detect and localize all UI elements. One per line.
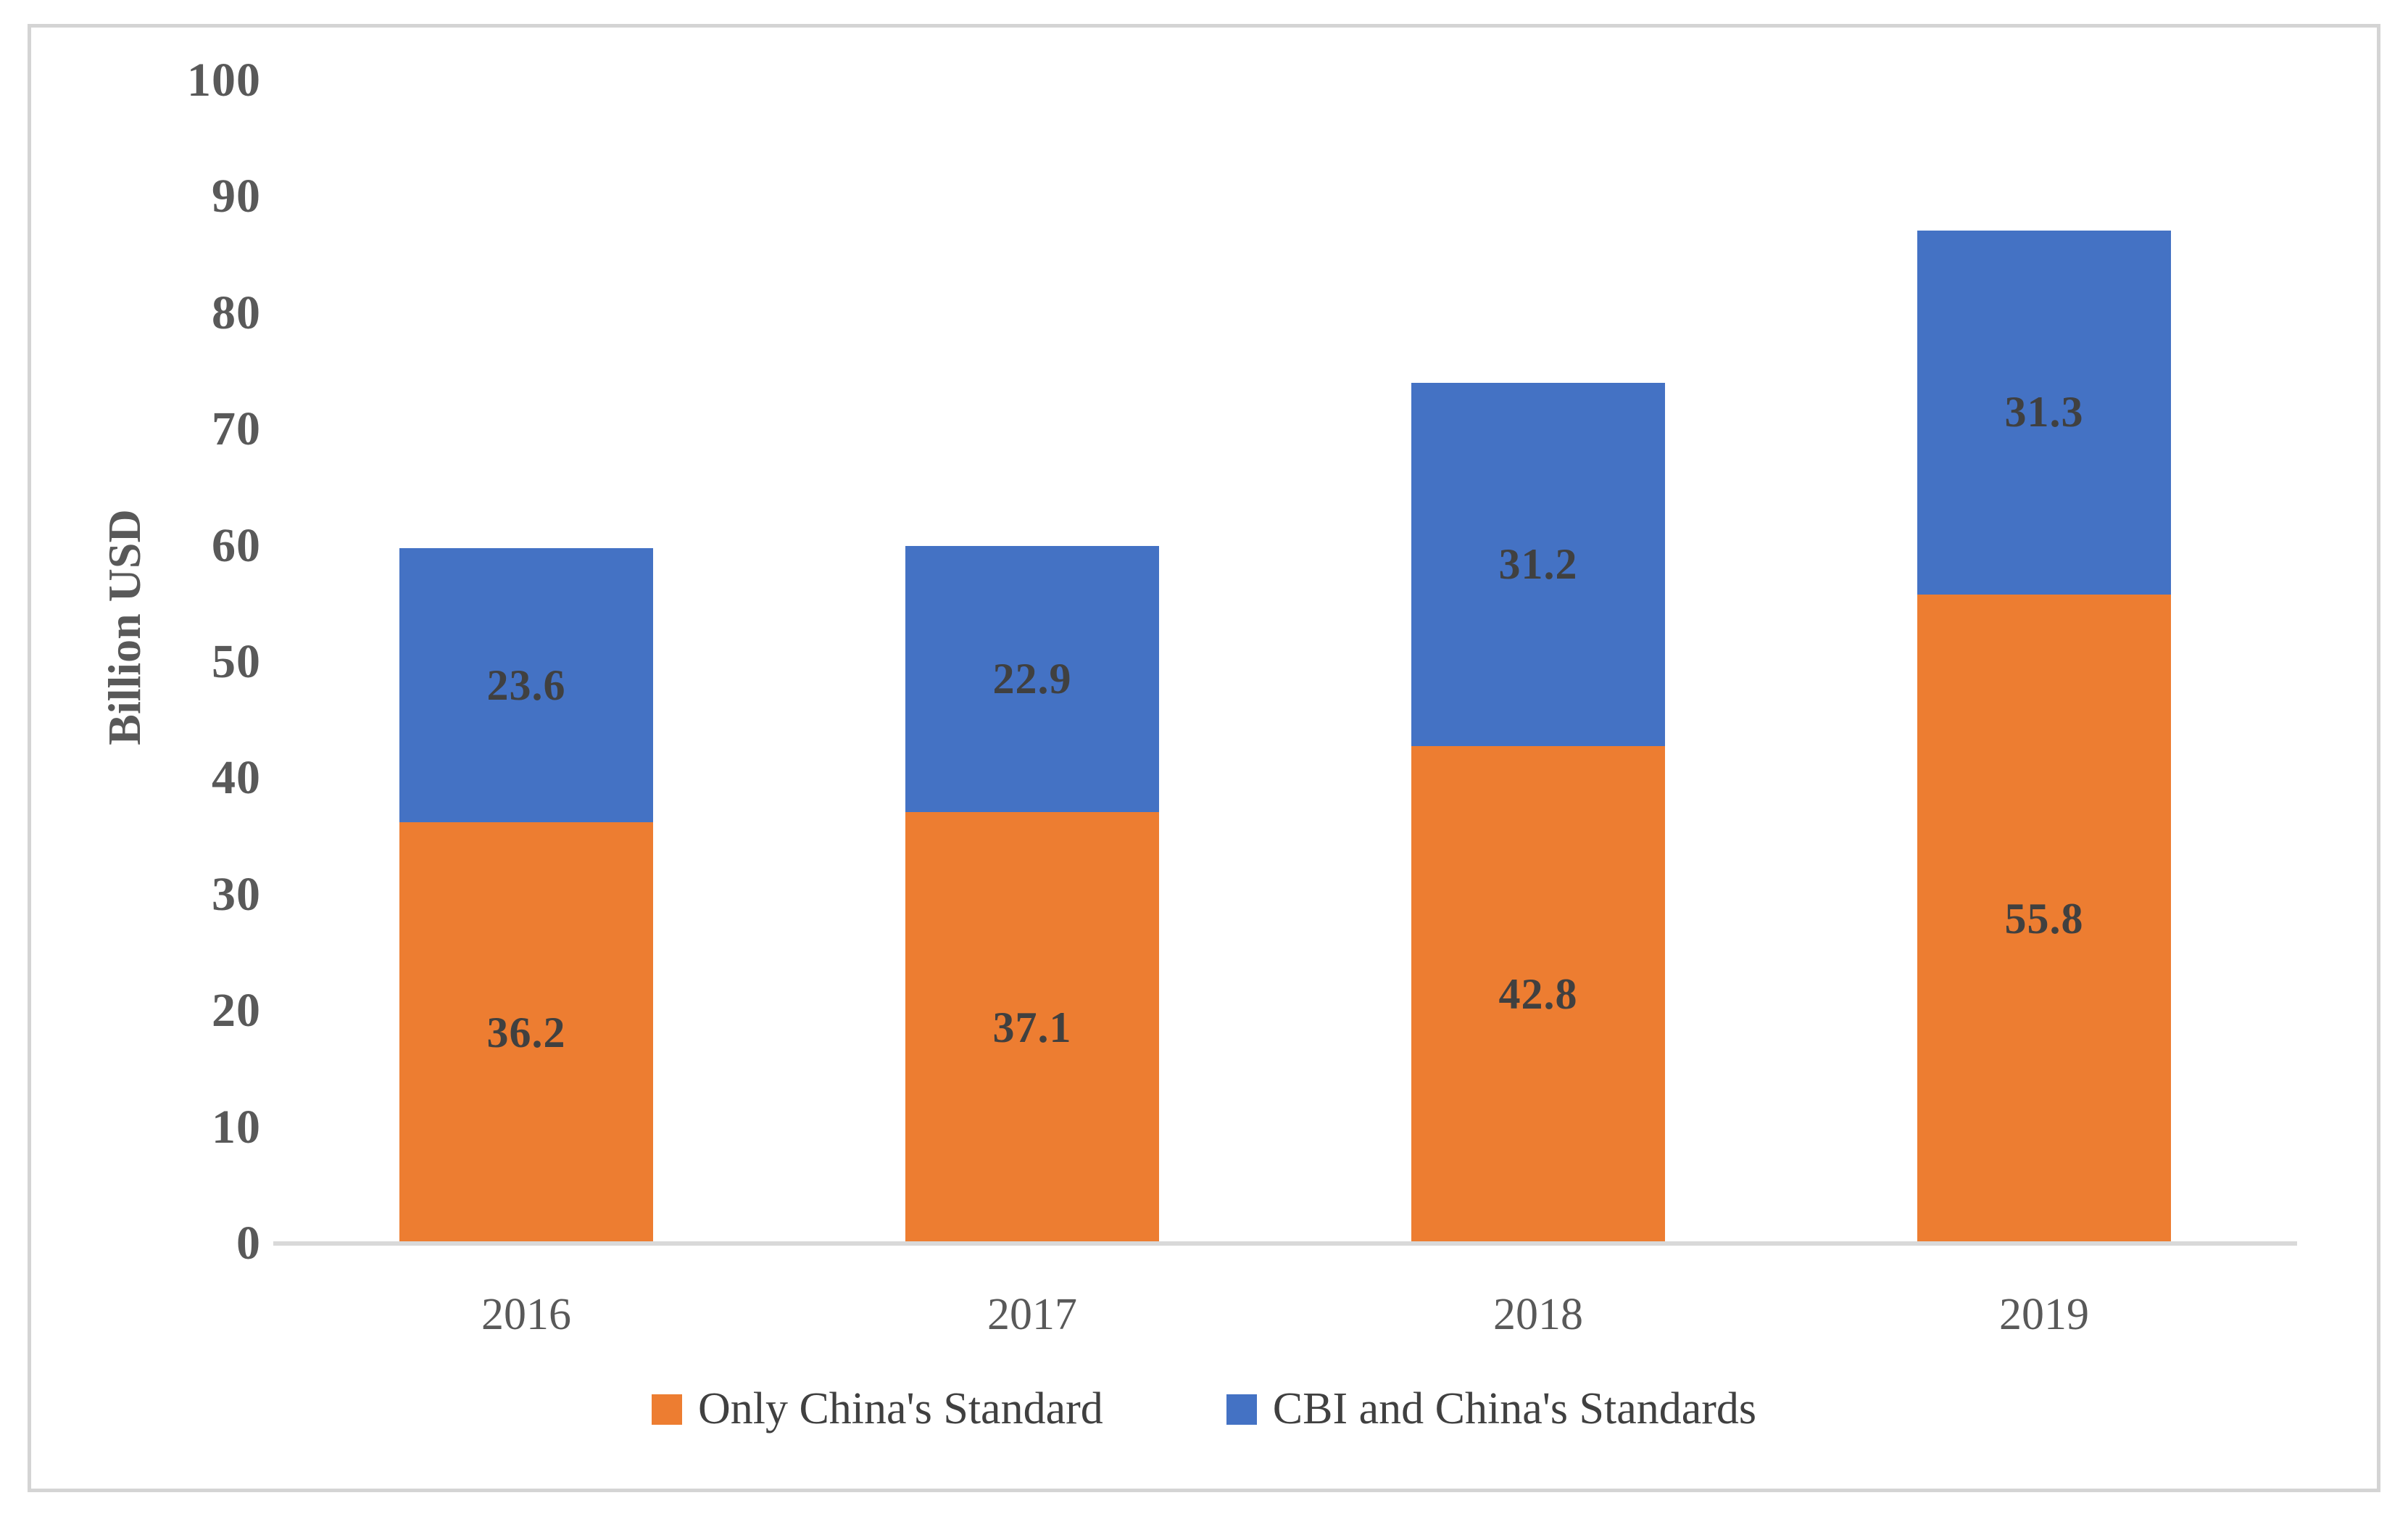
category-slot-2017: 22.9 37.1 [779,80,1285,1243]
category-slot-2016: 23.6 36.2 [273,80,779,1243]
y-tick-label: 90 [212,170,261,223]
bar-segment-cbi-and-china-s-standards: 23.6 [399,547,653,823]
legend-item-only-china-s-standard: Only China's Standard [651,1383,1103,1435]
segment-value-label: 55.8 [2004,894,2084,943]
segment-value-label: 37.1 [992,1003,1072,1051]
y-tick-label: 10 [212,1100,261,1154]
segment-value-label: 31.2 [1498,539,1578,588]
bar-segment-only-china-s-standard: 36.2 [399,822,653,1243]
bar-2019: 31.3 55.8 [1917,230,2171,1243]
y-tick-label: 60 [212,518,261,572]
y-tick-label: 0 [236,1217,261,1270]
x-tick-label-2016: 2016 [481,1290,571,1339]
legend-swatch [651,1394,682,1425]
bar-segment-only-china-s-standard: 42.8 [1411,745,1665,1243]
legend-label: CBI and China's Standards [1272,1384,1757,1433]
y-axis: 0 10 20 30 40 50 60 70 80 90 100 [43,54,261,1270]
bar-segment-cbi-and-china-s-standards: 31.2 [1411,383,1665,746]
bar-2016: 23.6 36.2 [399,547,653,1243]
y-tick-label: 70 [212,402,261,456]
y-tick-label: 20 [212,984,261,1038]
x-tick-label-2019: 2019 [1999,1290,2089,1339]
category-slot-2019: 31.3 55.8 [1791,80,2297,1243]
plot-area: 23.6 36.2 22.9 37.1 31.2 42.8 31.3 55.8 [273,80,2297,1243]
bar-segment-cbi-and-china-s-standards: 22.9 [905,545,1159,812]
x-tick-label-2017: 2017 [987,1290,1077,1339]
segment-value-label: 31.3 [2004,388,2084,436]
segment-value-label: 23.6 [486,661,566,709]
segment-value-label: 36.2 [486,1009,566,1057]
category-slot-2018: 31.2 42.8 [1285,80,1791,1243]
bar-segment-only-china-s-standard: 55.8 [1917,594,2171,1243]
bar-2017: 22.9 37.1 [905,545,1159,1243]
y-tick-label: 50 [212,635,261,688]
x-axis-labels: 2016 2017 2018 2019 [273,1289,2297,1347]
legend-item-cbi-and-china-s-standards: CBI and China's Standards [1226,1383,1756,1435]
bar-segment-cbi-and-china-s-standards: 31.3 [1917,230,2171,595]
legend-label: Only China's Standard [697,1384,1103,1433]
y-tick-label: 40 [212,751,261,805]
legend-swatch [1226,1394,1257,1425]
y-tick-label: 30 [212,867,261,921]
x-tick-label-2018: 2018 [1493,1290,1583,1339]
y-tick-label: 100 [187,54,261,107]
segment-value-label: 22.9 [992,654,1072,703]
bar-segment-only-china-s-standard: 37.1 [905,811,1159,1243]
legend: Only China's Standard CBI and China's Sta… [0,1383,2408,1435]
x-axis-line [273,1241,2297,1246]
y-tick-label: 80 [212,286,261,339]
bar-2018: 31.2 42.8 [1411,383,1665,1243]
segment-value-label: 42.8 [1498,970,1578,1019]
